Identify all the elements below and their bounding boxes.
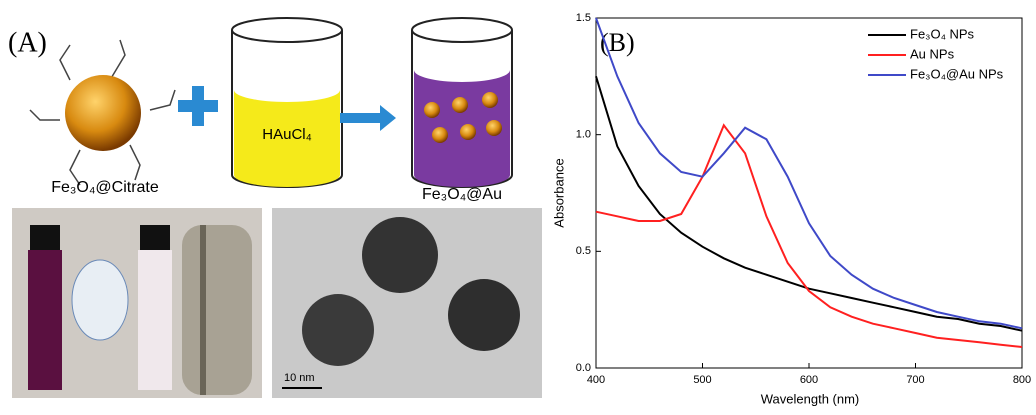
x-tick-label: 800 xyxy=(1013,374,1031,386)
vial-photo xyxy=(12,208,262,398)
y-tick-label: 1.0 xyxy=(576,129,591,141)
x-tick-label: 400 xyxy=(587,374,605,386)
reagent-label: HAuCl₄ xyxy=(262,126,311,143)
core-label: Fe₃O₄@Citrate xyxy=(51,179,159,196)
y-tick-label: 0.5 xyxy=(576,245,591,257)
arrow-icon xyxy=(340,105,396,131)
beaker-reagent xyxy=(232,18,342,187)
x-tick-label: 700 xyxy=(906,374,924,386)
citrate-particle xyxy=(30,40,175,185)
scale-bar-label: 10 nm xyxy=(284,372,315,384)
data-line xyxy=(596,125,1022,347)
x-axis-label: Wavelength (nm) xyxy=(761,391,860,406)
plus-icon xyxy=(178,86,218,126)
y-axis-label: Absorbance xyxy=(551,158,566,227)
panel-label: (A) xyxy=(8,27,47,58)
y-tick-label: 1.5 xyxy=(576,12,591,24)
x-tick-label: 500 xyxy=(693,374,711,386)
figure: (A) Fe₃O₄@Citrate HAuCl₄ Fe₃O₄@Au 10 nm … xyxy=(0,0,1036,410)
data-line xyxy=(596,76,1022,330)
data-line xyxy=(596,18,1022,328)
y-tick-label: 0.0 xyxy=(576,362,591,374)
beaker-product xyxy=(412,18,512,187)
legend-label: Au NPs xyxy=(910,46,955,61)
legend-label: Fe₃O₄@Au NPs xyxy=(910,66,1004,81)
product-label: Fe₃O₄@Au xyxy=(422,186,502,203)
legend-label: Fe₃O₄ NPs xyxy=(910,26,975,41)
x-tick-label: 600 xyxy=(800,374,818,386)
tem-image xyxy=(272,208,542,398)
